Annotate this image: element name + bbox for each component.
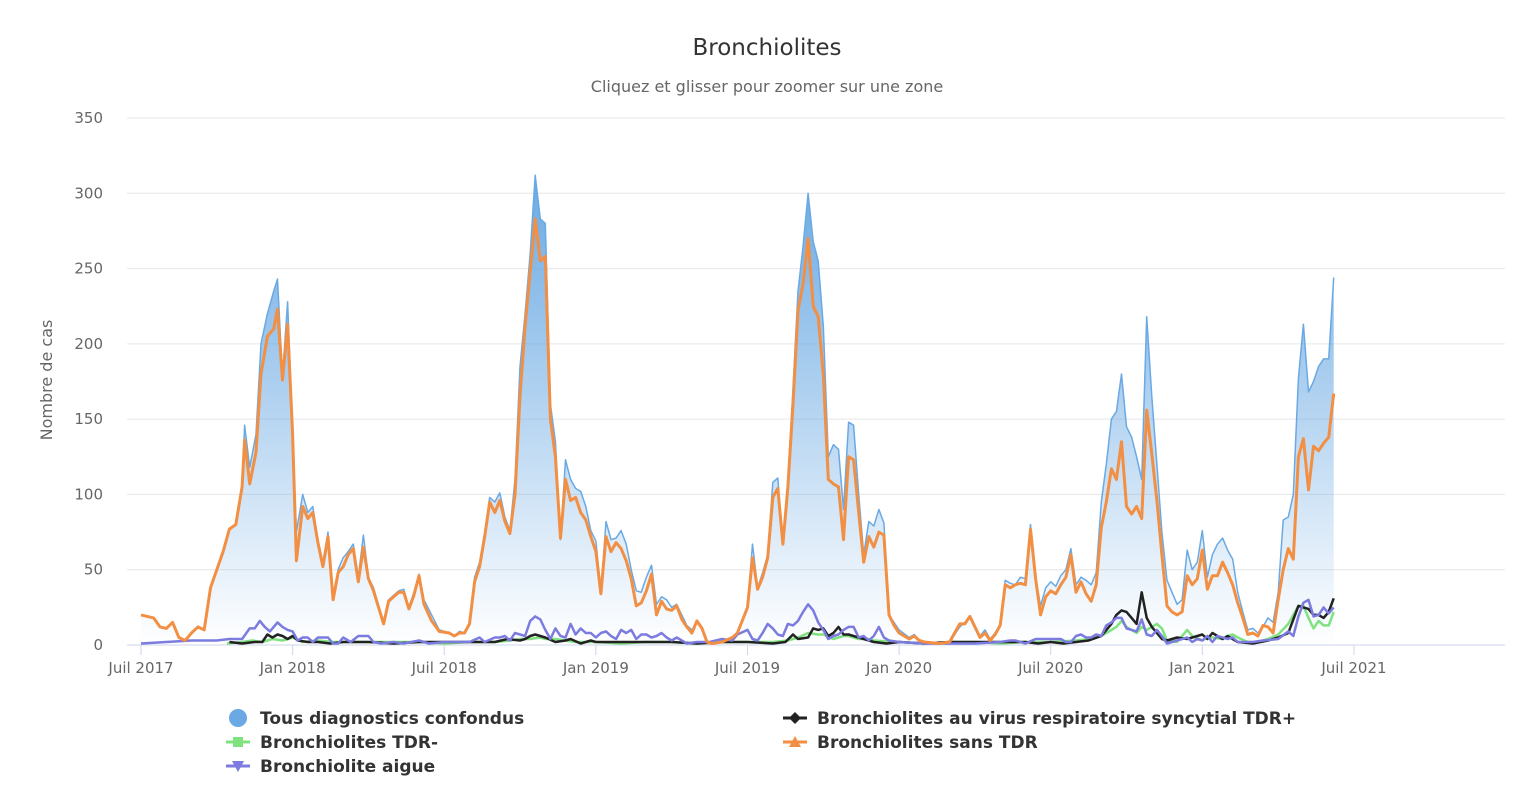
x-tick-label: Juil 2019 xyxy=(714,659,780,677)
y-tick-label: 50 xyxy=(84,561,103,579)
x-axis-ticks: Juil 2017 Jan 2018 Juil 2018 Jan 2019 Juil 2… xyxy=(107,645,1387,677)
y-tick-label: 150 xyxy=(74,410,103,428)
legend-triangle-down-icon xyxy=(232,761,244,772)
series-line-bronchiolites-sans-tdr xyxy=(140,217,1336,645)
legend-item[interactable]: Bronchiolites au virus respiratoire sync… xyxy=(783,709,1296,729)
x-tick-label: Jan 2018 xyxy=(259,659,326,677)
series-line-bronchiolite-aigue xyxy=(140,598,1335,645)
y-axis-title: Nombre de cas xyxy=(37,320,56,441)
legend-label: Bronchiolite aigue xyxy=(260,757,435,777)
x-tick-label: Jan 2020 xyxy=(865,659,932,677)
legend-symbol-circle-icon xyxy=(229,709,247,727)
legend-diamond-icon xyxy=(789,712,801,724)
y-tick-label: 250 xyxy=(74,260,103,278)
x-tick-label: Juil 2018 xyxy=(411,659,477,677)
chart-subtitle: Cliquez et glisser pour zoomer sur une z… xyxy=(591,77,943,96)
x-tick-label: Juil 2020 xyxy=(1017,659,1083,677)
legend-item[interactable]: Bronchiolites sans TDR xyxy=(783,733,1038,753)
legend-label: Bronchiolites TDR- xyxy=(260,733,438,753)
chart-title: Bronchiolites xyxy=(693,35,842,61)
y-tick-label: 300 xyxy=(74,184,103,202)
x-tick-label: Jan 2019 xyxy=(562,659,629,677)
legend-item[interactable]: Tous diagnostics confondus xyxy=(229,709,524,729)
y-tick-label: 200 xyxy=(74,335,103,353)
y-tick-label: 100 xyxy=(74,485,103,503)
x-tick-label: Juil 2017 xyxy=(107,659,173,677)
y-tick-label: 350 xyxy=(74,109,103,127)
legend-label: Bronchiolites au virus respiratoire sync… xyxy=(817,709,1296,729)
legend-label: Tous diagnostics confondus xyxy=(260,709,524,729)
legend-item[interactable]: Bronchiolite aigue xyxy=(226,757,435,777)
legend-square-icon xyxy=(233,737,243,747)
legend-label: Bronchiolites sans TDR xyxy=(817,733,1038,753)
series-group xyxy=(140,174,1336,645)
x-tick-label: Jan 2021 xyxy=(1168,659,1235,677)
series-area-tous-diagnostics xyxy=(141,175,1334,645)
legend[interactable]: Tous diagnostics confondus Bronchiolites … xyxy=(226,709,1296,777)
x-tick-label: Juil 2021 xyxy=(1320,659,1386,677)
legend-triangle-icon xyxy=(789,736,801,747)
legend-item[interactable]: Bronchiolites TDR- xyxy=(226,733,438,753)
y-axis-ticks: 0 50 100 150 200 250 300 350 xyxy=(74,109,103,654)
y-tick-label: 0 xyxy=(93,636,103,654)
